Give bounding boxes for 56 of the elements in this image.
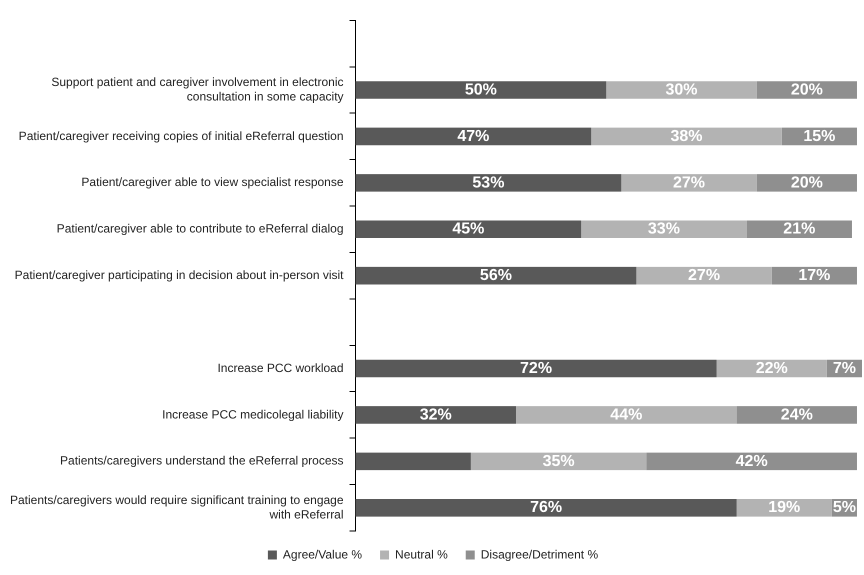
data-label: 30% (665, 81, 698, 98)
bar (356, 499, 737, 517)
data-label: 76% (530, 499, 562, 516)
legend-label: Disagree/Detriment % (480, 547, 598, 562)
data-label: 27% (672, 174, 706, 192)
bar (356, 406, 516, 424)
y-tick-label: Increase PCC medicolegal liability (162, 407, 344, 422)
data-label: 47% (457, 128, 490, 145)
y-tick-label: Patient/caregiver able to view specialist response (81, 175, 344, 190)
data-label: 38% (670, 128, 703, 145)
bar (581, 220, 747, 238)
data-label: 56% (480, 267, 512, 284)
data-label: 7% (832, 360, 856, 377)
legend-label: Neutral % (395, 547, 448, 562)
bar (356, 81, 606, 99)
bar (356, 220, 582, 238)
y-tick-label: Support patient and caregiver involvement in electronic consultation in some capacity (51, 75, 344, 104)
data-label: 50% (464, 81, 497, 98)
data-label: 42% (736, 452, 768, 470)
bar (591, 128, 782, 146)
legend-label: Agree/Value % (282, 547, 362, 562)
data-label: 27% (688, 267, 720, 284)
data-label: 24% (780, 406, 813, 424)
bar (356, 128, 592, 146)
y-tick-label: Increase PCC workload (217, 360, 344, 375)
data-label: 20% (790, 174, 823, 192)
bar (636, 266, 772, 284)
y-tick-label: Patient/caregiver able to contribute to eReferral dialog (56, 222, 344, 236)
data-label: 32% (420, 406, 452, 424)
data-label: 17% (798, 267, 830, 284)
y-tick-label: Patient/caregiver participating in decision about in-person visit (14, 268, 344, 282)
bar (356, 266, 636, 284)
data-label: 72% (520, 360, 552, 377)
y-tick-label: Patients/caregivers understand the eReferral process (60, 454, 344, 468)
data-label: 5% (832, 499, 856, 516)
data-label: 21% (783, 220, 816, 238)
y-tick-label: Patient/caregiver receiving copies of initial eReferral question (18, 128, 344, 143)
y-tick-label: Patients/caregivers would require significant training to engage with eReferral (10, 492, 344, 522)
bar (356, 174, 622, 192)
bar (646, 452, 857, 470)
data-label: 19% (768, 499, 800, 516)
bar (356, 360, 717, 378)
bar (516, 406, 737, 424)
bar (356, 452, 471, 470)
bar (606, 81, 757, 99)
data-label: 15% (803, 128, 836, 145)
bar (621, 174, 757, 192)
bar (470, 452, 646, 470)
data-label: 22% (756, 360, 788, 377)
data-label: 53% (472, 174, 504, 192)
data-label: 35% (542, 452, 575, 470)
data-label: 33% (648, 220, 680, 238)
data-label: 44% (610, 406, 642, 424)
data-label: 20% (790, 81, 823, 98)
data-label: 45% (452, 220, 484, 238)
bar (736, 406, 857, 424)
